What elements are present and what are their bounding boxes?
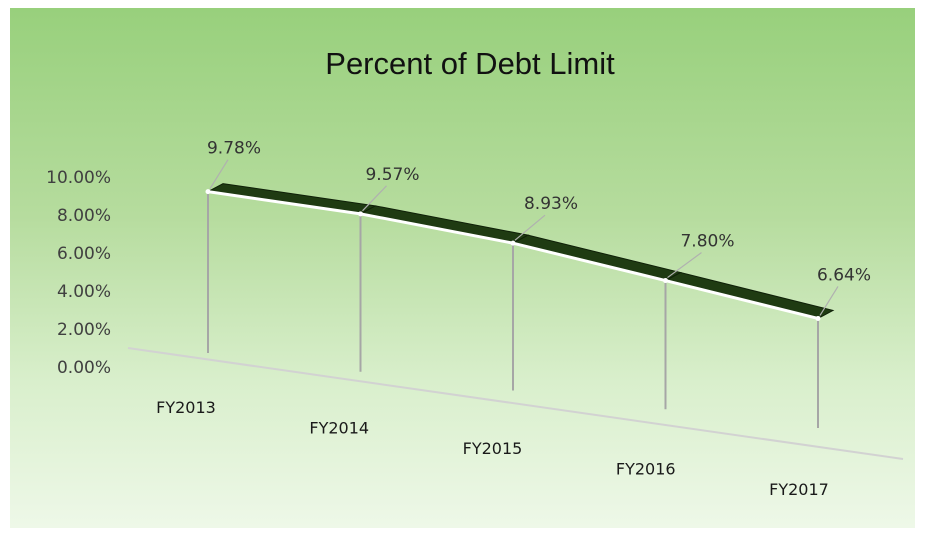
data-label-leader [667, 252, 702, 279]
data-label-fy2013: 9.78% [207, 139, 261, 159]
y-tick-label: 0.00% [57, 358, 111, 378]
data-label-leader [362, 185, 387, 212]
data-labels: 9.78% 9.57% 8.93% 7.80% 6.64% [207, 139, 871, 316]
data-label-leader [514, 214, 546, 241]
data-label-leader [209, 159, 229, 189]
x-category-label: FY2014 [309, 419, 369, 438]
x-axis-categories: FY2013 FY2014 FY2015 FY2016 FY2017 [156, 398, 829, 499]
floor-layer [127, 347, 904, 460]
chart-svg: Percent of Debt Limit 10.00% 8.00% 6.00% 4.… [46, 46, 904, 499]
data-label-fy2015: 8.93% [524, 194, 578, 214]
x-category-label: FY2015 [463, 439, 523, 458]
y-tick-label: 10.00% [46, 168, 111, 188]
data-label-leader [819, 286, 839, 316]
y-tick-label: 2.00% [57, 320, 111, 340]
y-tick-label: 6.00% [57, 244, 111, 264]
chart-title: Percent of Debt Limit [325, 46, 615, 81]
data-label-fy2014: 9.57% [365, 165, 419, 185]
data-label-fy2017: 6.64% [817, 265, 871, 285]
data-label-fy2016: 7.80% [680, 232, 734, 252]
y-tick-label: 8.00% [57, 206, 111, 226]
x-category-label: FY2017 [769, 480, 829, 499]
chart-area: Percent of Debt Limit 10.00% 8.00% 6.00% 4.… [10, 8, 915, 528]
drop-lines [207, 191, 819, 428]
ribbon-segment-4 [664, 272, 835, 319]
ribbon-segment-1 [206, 183, 378, 215]
data-point-fy2014 [358, 211, 363, 217]
floor-line [127, 347, 904, 460]
data-point-fy2013 [205, 189, 211, 195]
x-category-label: FY2016 [616, 460, 676, 479]
data-point-fy2017 [815, 315, 821, 321]
ribbon-segment-2 [359, 205, 530, 244]
y-axis-ticks: 10.00% 8.00% 6.00% 4.00% 2.00% 0.00% [46, 168, 111, 378]
data-point-fy2016 [663, 278, 668, 284]
x-category-label: FY2013 [156, 398, 216, 417]
y-tick-label: 4.00% [57, 282, 111, 302]
data-point-fy2015 [510, 240, 516, 246]
ribbon-segment-3 [511, 234, 682, 282]
series-ribbon [205, 183, 835, 321]
